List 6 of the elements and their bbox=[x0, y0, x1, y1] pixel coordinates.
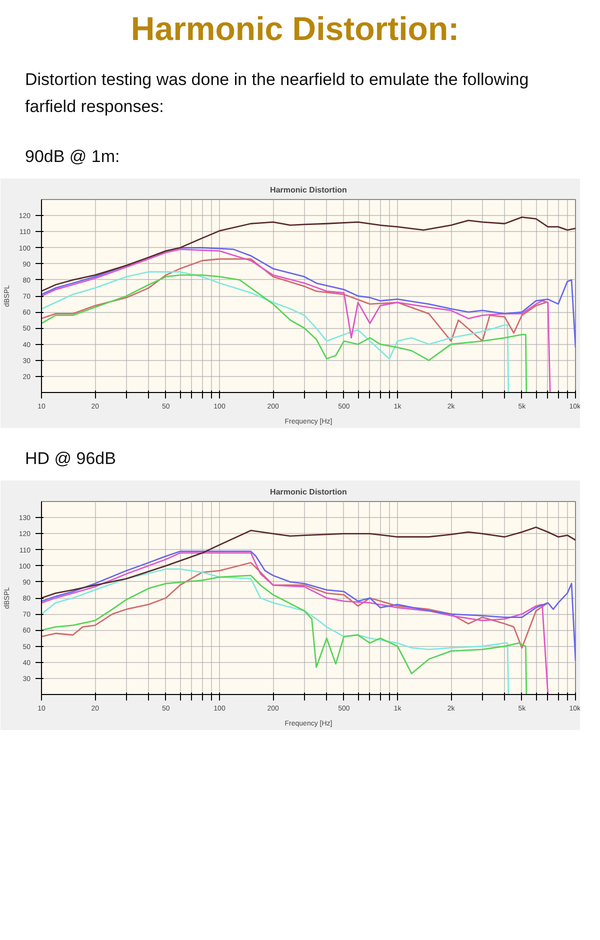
text: Distortion testing was done in the nearfield to emulate the following farfield responses: bbox=[24, 69, 530, 118]
chart-title: Harmonic Distortion bbox=[270, 185, 348, 194]
chart-subtitle: 90dB @ 1m: bbox=[24, 146, 120, 168]
text: Harmonic Distortion: bbox=[130, 9, 460, 49]
chart-title: Harmonic Distortion bbox=[270, 488, 348, 497]
chart-subtitle: HD @ 96dB bbox=[24, 448, 116, 470]
